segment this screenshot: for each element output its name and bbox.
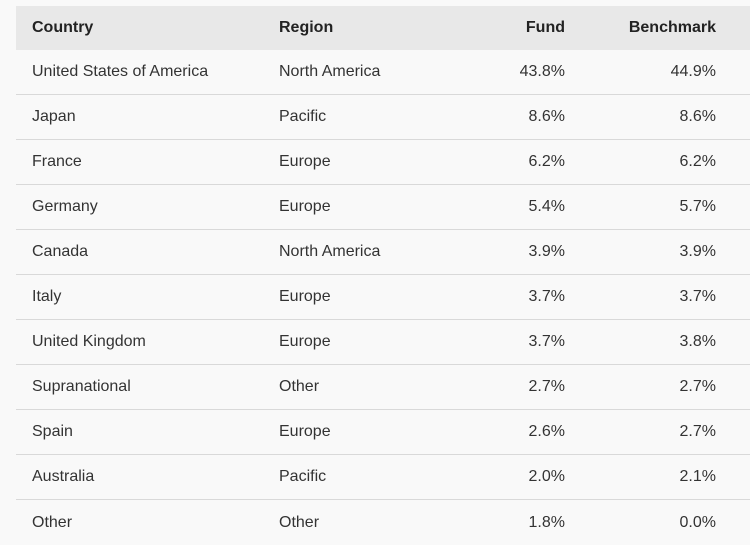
region-cell: Pacific [279, 468, 327, 485]
region-cell: Europe [279, 288, 331, 305]
country-cell: Canada [32, 243, 89, 260]
region-cell: North America [279, 243, 381, 260]
country-cell: France [32, 153, 82, 170]
fund-cell: 3.7% [528, 288, 565, 305]
country-cell: United States of America [32, 63, 209, 80]
country-cell: Australia [32, 468, 95, 485]
table-row: Supranational Other 2.7% 2.7% [16, 365, 750, 410]
benchmark-cell: 0.0% [679, 513, 716, 531]
fund-cell: 3.7% [528, 333, 565, 350]
region-cell: Europe [279, 333, 331, 350]
table-row: Other Other 1.8% 0.0% [16, 500, 750, 545]
benchmark-cell: 2.7% [679, 423, 716, 440]
fund-cell: 8.6% [528, 108, 565, 125]
fund-cell: 1.8% [528, 513, 565, 531]
benchmark-cell: 2.7% [679, 378, 716, 395]
fund-cell: 2.7% [528, 378, 565, 395]
table-row: Germany Europe 5.4% 5.7% [16, 185, 750, 230]
region-cell: Other [279, 513, 320, 531]
benchmark-cell: 3.9% [679, 243, 716, 260]
benchmark-cell: 44.9% [670, 63, 716, 80]
fund-cell: 2.0% [528, 468, 565, 485]
country-cell: Germany [32, 198, 98, 215]
table-row: France Europe 6.2% 6.2% [16, 140, 750, 185]
region-cell: North America [279, 63, 381, 80]
table-row: United Kingdom Europe 3.7% 3.8% [16, 320, 750, 365]
fund-cell: 2.6% [528, 423, 565, 440]
table-row: Italy Europe 3.7% 3.7% [16, 275, 750, 320]
table-row: Japan Pacific 8.6% 8.6% [16, 95, 750, 140]
column-header-benchmark[interactable]: Benchmark [628, 19, 716, 36]
country-cell: United Kingdom [32, 333, 146, 350]
region-cell: Europe [279, 198, 331, 215]
benchmark-cell: 5.7% [679, 198, 716, 215]
fund-cell: 5.4% [528, 198, 565, 215]
region-cell: Europe [279, 153, 331, 170]
table-row: Canada North America 3.9% 3.9% [16, 230, 750, 275]
table-row: Australia Pacific 2.0% 2.1% [16, 455, 750, 500]
country-cell: Supranational [32, 378, 131, 395]
fund-cell: 6.2% [528, 153, 565, 170]
country-cell: Other [32, 513, 73, 531]
benchmark-cell: 8.6% [679, 108, 716, 125]
benchmark-cell: 6.2% [679, 153, 716, 170]
table-row: United States of America North America 4… [16, 50, 750, 95]
fund-cell: 3.9% [528, 243, 565, 260]
table-row: Spain Europe 2.6% 2.7% [16, 410, 750, 455]
fund-cell: 43.8% [519, 63, 565, 80]
benchmark-cell: 2.1% [679, 468, 716, 485]
benchmark-cell: 3.8% [679, 333, 716, 350]
region-cell: Europe [279, 423, 331, 440]
country-cell: Spain [32, 423, 73, 440]
country-cell: Italy [32, 288, 62, 305]
benchmark-cell: 3.7% [679, 288, 716, 305]
column-header-fund[interactable]: Fund [525, 19, 565, 36]
country-allocation-table: Country Region Fund Benchmark United Sta… [16, 6, 750, 545]
column-header-region[interactable]: Region [279, 19, 334, 36]
country-cell: Japan [32, 108, 76, 125]
table-header-row: Country Region Fund Benchmark [16, 6, 750, 50]
region-cell: Pacific [279, 108, 327, 125]
column-header-country[interactable]: Country [32, 19, 94, 36]
region-cell: Other [279, 378, 320, 395]
